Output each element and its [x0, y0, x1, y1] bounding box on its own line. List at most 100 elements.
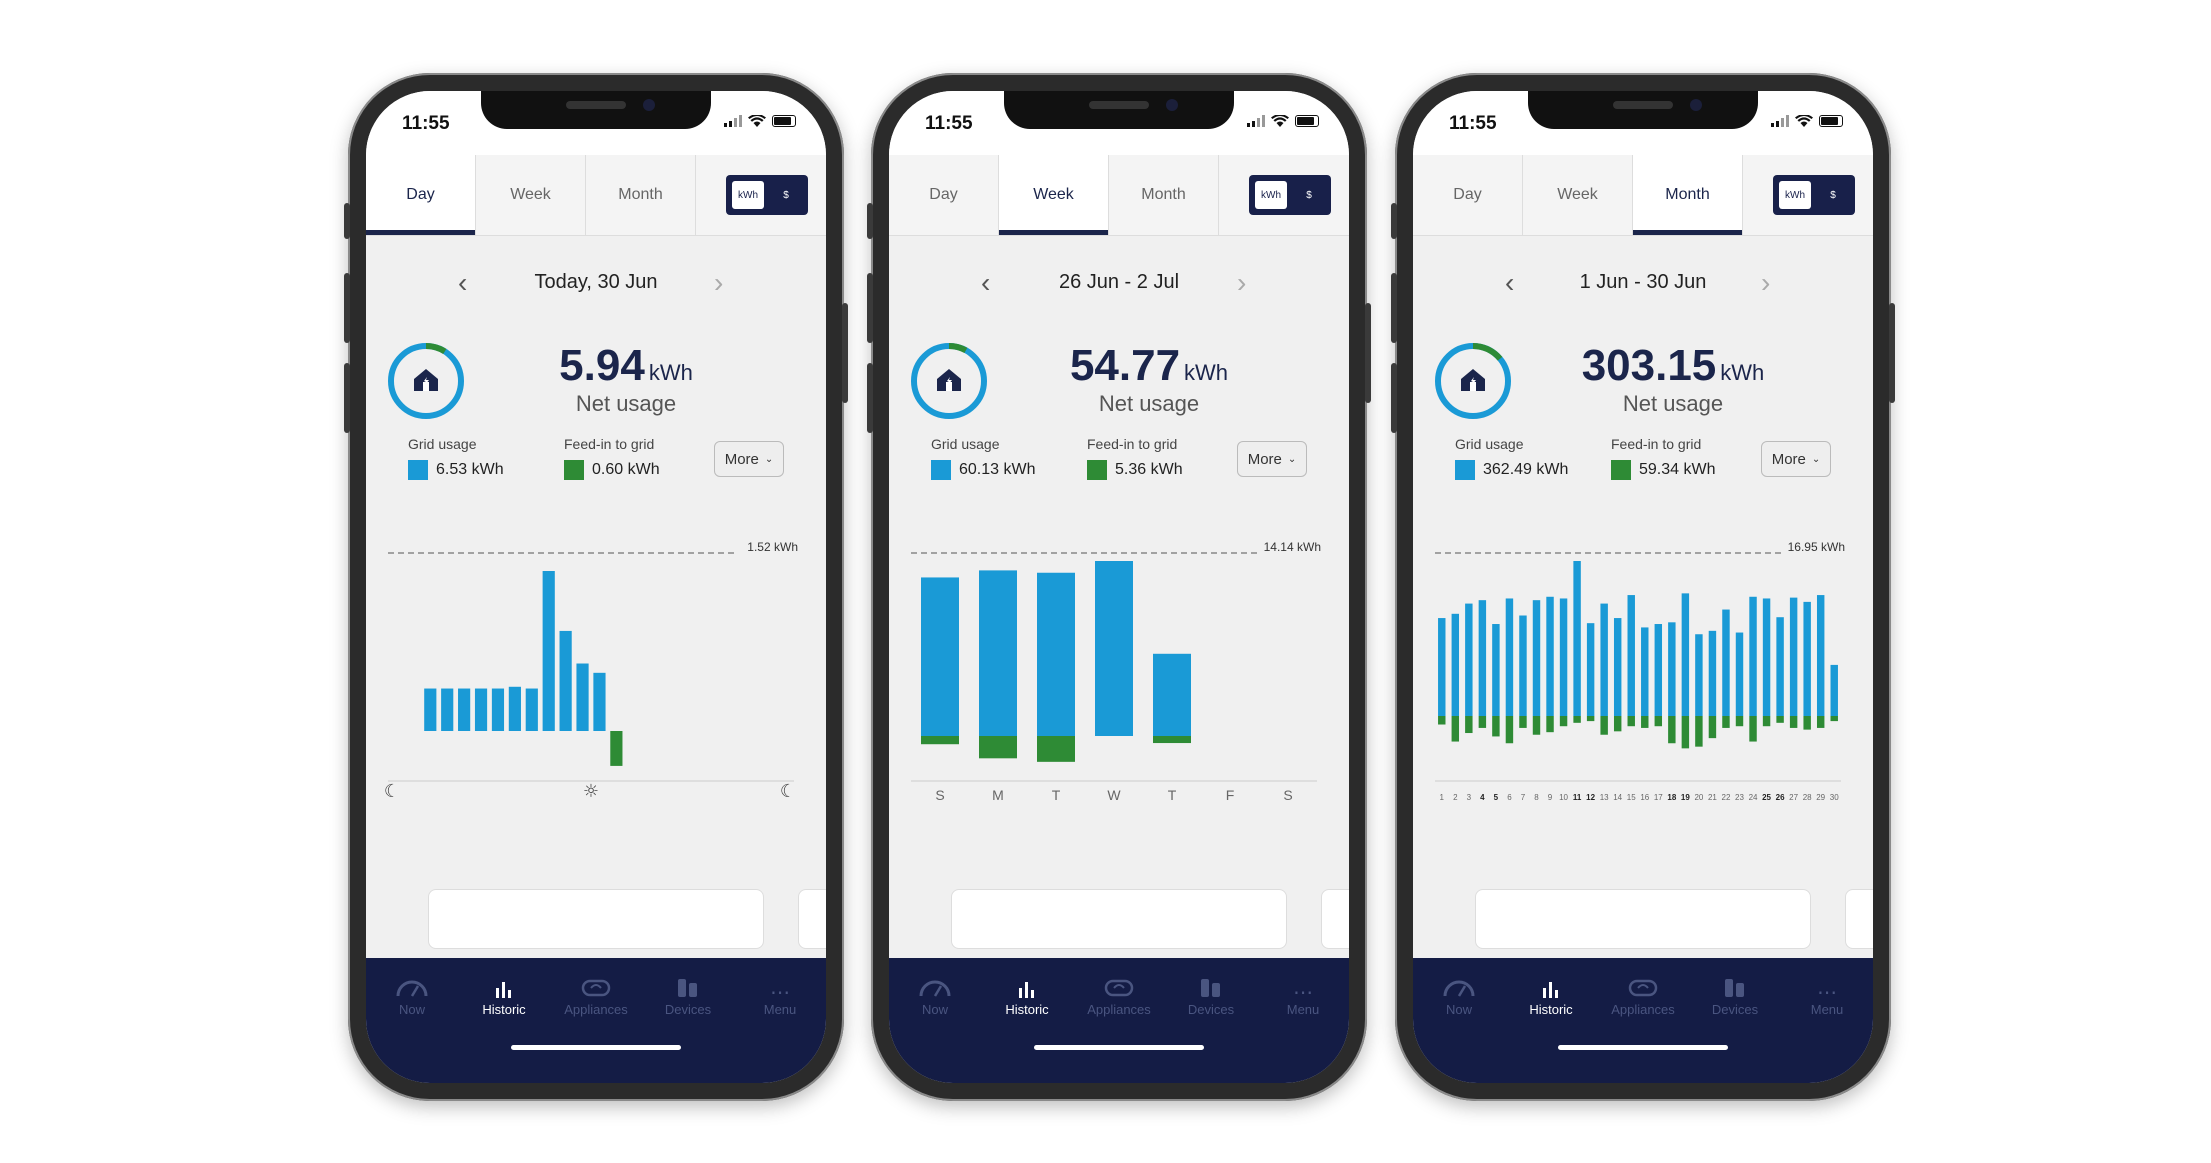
net-usage-value: 5.94: [559, 341, 645, 390]
unit-toggle[interactable]: kWh $: [726, 175, 808, 215]
cellular-signal-icon: [724, 115, 742, 127]
nav-devices[interactable]: Devices: [642, 976, 734, 1017]
chevron-down-icon: ⌄: [1811, 453, 1821, 465]
x-tick-label: 14: [1613, 793, 1622, 801]
usage-chart: 14.14 kWh S M T W T F S: [911, 540, 1321, 801]
feed-in-title: Feed-in to grid: [1087, 436, 1178, 452]
nav-devices[interactable]: Devices: [1165, 976, 1257, 1017]
next-period-chevron-icon[interactable]: ›: [1237, 267, 1247, 298]
tab-day[interactable]: Day: [1413, 155, 1523, 235]
x-tick-label: 5: [1494, 793, 1499, 801]
feed-in-bar: [921, 736, 959, 745]
nav-historic[interactable]: Historic: [1505, 976, 1597, 1017]
grid-usage-bar: [1681, 593, 1690, 716]
unit-dollar-option[interactable]: $: [1830, 189, 1836, 201]
x-tick-label: 26: [1776, 793, 1785, 801]
detail-card-next[interactable]: [1845, 889, 1873, 949]
nav-menu[interactable]: ⋯ Menu: [1257, 976, 1349, 1017]
more-dropdown-button[interactable]: More ⌄: [1761, 441, 1831, 477]
grid-usage-bar: [1735, 632, 1744, 716]
grid-usage-bar: [1519, 615, 1527, 716]
unit-kwh-option[interactable]: kWh: [1255, 181, 1287, 209]
unit-kwh-option[interactable]: kWh: [732, 181, 764, 209]
net-usage-label: Net usage: [1622, 391, 1724, 416]
x-tick-label: 27: [1789, 793, 1798, 801]
detail-card-next[interactable]: [1321, 889, 1349, 949]
previous-period-chevron-icon[interactable]: ‹: [1505, 267, 1515, 298]
nav-now[interactable]: Now: [1413, 976, 1505, 1017]
unit-toggle[interactable]: kWh $: [1773, 175, 1855, 215]
nav-historic[interactable]: Historic: [458, 976, 550, 1017]
feed-in-bar: [1749, 716, 1757, 742]
net-usage-value: 303.15: [1581, 341, 1717, 390]
nav-now[interactable]: Now: [889, 976, 981, 1017]
nav-menu[interactable]: ⋯ Menu: [734, 976, 826, 1017]
grid-usage-title: Grid usage: [1455, 436, 1524, 452]
gauge-icon: [1443, 980, 1475, 997]
x-tick-label: S: [1283, 787, 1292, 801]
unit-dollar-option[interactable]: $: [1306, 189, 1312, 201]
nav-appliances[interactable]: Appliances: [550, 976, 642, 1017]
feed-in-bar: [1478, 716, 1487, 728]
date-range-label: 1 Jun - 30 Jun: [1579, 271, 1707, 293]
tab-week[interactable]: Week: [999, 155, 1109, 235]
x-tick-label: 17: [1654, 793, 1663, 801]
feed-in-bar: [1492, 716, 1500, 737]
x-tick-label: 6: [1507, 793, 1512, 801]
unit-dollar-option[interactable]: $: [783, 189, 789, 201]
feed-in-bar: [1465, 716, 1473, 734]
tab-month[interactable]: Month: [586, 155, 696, 235]
next-period-chevron-icon[interactable]: ›: [1761, 267, 1771, 298]
volume-up-button: [344, 273, 350, 343]
grid-usage-bar: [1722, 609, 1730, 716]
detail-card-next[interactable]: [798, 889, 826, 949]
grid-usage-bar: [458, 688, 471, 731]
mute-switch: [344, 203, 350, 239]
x-tick-label: 7: [1521, 793, 1526, 801]
grid-usage-bar: [1613, 618, 1622, 716]
unit-toggle[interactable]: kWh $: [1249, 175, 1331, 215]
unit-kwh-option[interactable]: kWh: [1779, 181, 1811, 209]
tab-week[interactable]: Week: [476, 155, 586, 235]
more-dropdown-button[interactable]: More ⌄: [1237, 441, 1307, 477]
period-tabs: Day Week Month kWh $: [889, 155, 1349, 236]
nav-appliances[interactable]: Appliances: [1073, 976, 1165, 1017]
grid-usage-bar: [1037, 572, 1075, 736]
more-dropdown-button[interactable]: More ⌄: [714, 441, 784, 477]
nav-appliances[interactable]: Appliances: [1597, 976, 1689, 1017]
detail-card[interactable]: [951, 889, 1287, 949]
feed-in-bar: [1641, 716, 1649, 728]
next-period-chevron-icon[interactable]: ›: [714, 267, 724, 298]
x-tick-label: 10: [1559, 793, 1568, 801]
feed-in-bar: [1789, 716, 1798, 728]
tab-day[interactable]: Day: [889, 155, 999, 235]
feed-in-bar: [1586, 716, 1595, 722]
tab-week[interactable]: Week: [1523, 155, 1633, 235]
volume-up-button: [1391, 273, 1397, 343]
battery-icon: [1295, 115, 1319, 127]
grid-usage-bar: [576, 663, 589, 731]
net-usage-unit: kWh: [1184, 360, 1229, 385]
grid-usage-bar: [1627, 595, 1635, 716]
volume-down-button: [1391, 363, 1397, 433]
detail-card[interactable]: [428, 889, 764, 949]
nav-now[interactable]: Now: [366, 976, 458, 1017]
x-tick-label: 3: [1467, 793, 1472, 801]
grid-usage-bar: [508, 686, 521, 731]
grid-usage-bar: [1546, 596, 1554, 716]
previous-period-chevron-icon[interactable]: ‹: [981, 267, 991, 298]
nav-devices[interactable]: Devices: [1689, 976, 1781, 1017]
home-indicator: [511, 1045, 681, 1050]
detail-card[interactable]: [1475, 889, 1811, 949]
power-button: [842, 303, 848, 403]
tab-month[interactable]: Month: [1633, 155, 1743, 235]
feed-in-swatch: [1087, 460, 1107, 480]
tab-month[interactable]: Month: [1109, 155, 1219, 235]
previous-period-chevron-icon[interactable]: ‹: [458, 267, 468, 298]
nav-historic[interactable]: Historic: [981, 976, 1073, 1017]
tab-day[interactable]: Day: [366, 155, 476, 235]
sun-icon: ☼: [583, 781, 599, 801]
feed-in-value: 0.60 kWh: [592, 461, 660, 478]
nav-menu[interactable]: ⋯ Menu: [1781, 976, 1873, 1017]
